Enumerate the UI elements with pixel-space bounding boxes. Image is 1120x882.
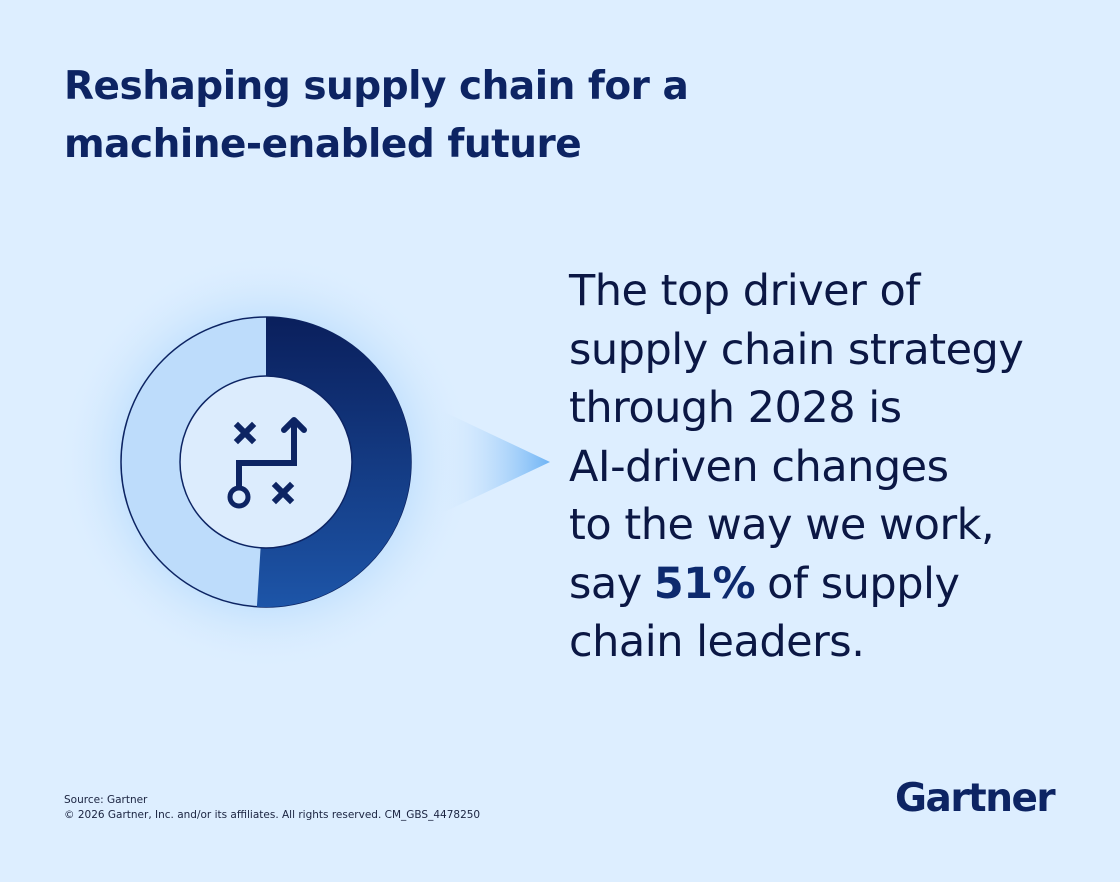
- statement-line: supply chain strategy: [569, 324, 1024, 375]
- stat-value: 51%: [653, 558, 756, 609]
- title: Reshaping supply chain for a machine-ena…: [64, 58, 689, 174]
- statement: The top driver of supply chain strategy …: [569, 262, 1024, 672]
- footer: Source: Gartner © 2026 Gartner, Inc. and…: [64, 793, 480, 823]
- donut-segment: [256, 317, 411, 607]
- strategy-icon: [227, 417, 307, 509]
- title-line: machine-enabled future: [64, 122, 582, 167]
- statement-line: chain leaders.: [569, 617, 865, 667]
- statement-lead: say: [569, 558, 642, 609]
- statement-line: The top driver of: [569, 266, 920, 316]
- source: Source: Gartner: [64, 794, 148, 806]
- copyright: © 2026 Gartner, Inc. and/or its affiliat…: [64, 809, 481, 821]
- statement-line: through 2028 is: [569, 383, 902, 433]
- statement-line: say 51% of supply: [569, 555, 1023, 614]
- pointer: [440, 410, 550, 514]
- statement-tail: of supply: [767, 558, 960, 609]
- title-line: Reshaping supply chain for a: [64, 64, 689, 109]
- logo: Gartner: [895, 776, 1056, 821]
- statement-line: to the way we work,: [569, 500, 995, 550]
- statement-line: AI-driven changes: [569, 441, 949, 492]
